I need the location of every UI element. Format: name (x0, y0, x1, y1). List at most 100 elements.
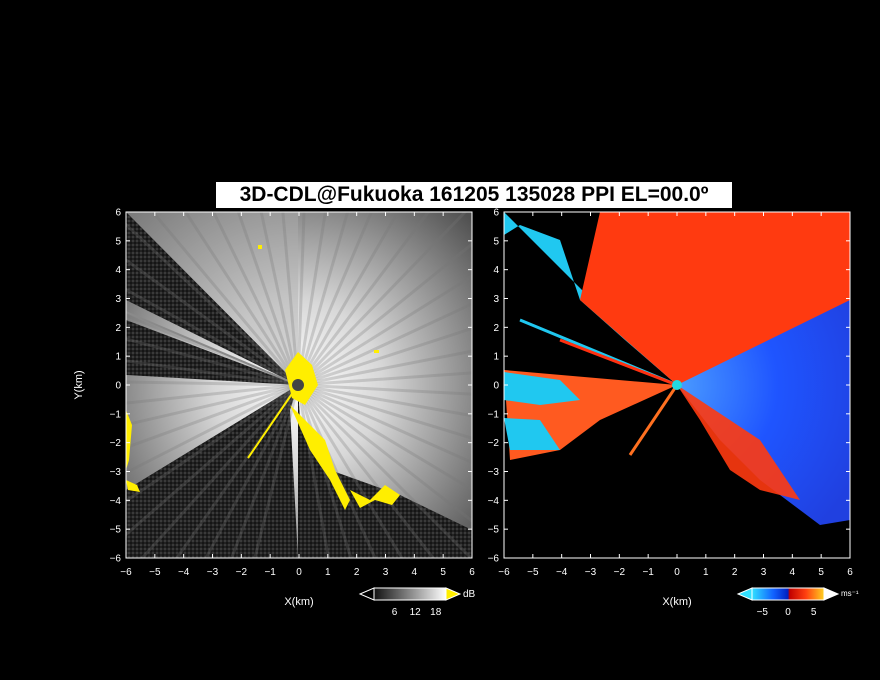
left-beam-ray (297, 383, 472, 492)
left-xtick-label: 0 (296, 567, 302, 578)
left-beam-ray (126, 383, 299, 537)
right-ytick-label: 1 (493, 352, 499, 363)
left-beam-ray (297, 349, 472, 387)
left-beam-ray (281, 212, 300, 386)
left-beam-ray (296, 212, 468, 387)
left-shadow-sector-w (126, 320, 298, 385)
right-ytick-label: 3 (493, 294, 499, 305)
left-ytick-label: −2 (110, 438, 122, 449)
left-beam-ray (296, 384, 404, 558)
left-ytick-label: −1 (110, 409, 122, 420)
left-beam-ray (126, 383, 299, 475)
right-xtick-label: −3 (585, 567, 597, 578)
left-beam-ray (296, 384, 436, 558)
left-ytick-label: −6 (110, 554, 122, 565)
left-flag-center (285, 352, 318, 405)
left-beam-ray (126, 383, 299, 405)
left-beam-ray (126, 383, 299, 503)
right-colorbar-tick-label: −5 (757, 607, 769, 618)
left-beam-ray (204, 384, 300, 558)
left-beam-ray (126, 258, 299, 387)
left-xtick-label: 2 (354, 567, 360, 578)
left-beam-ray (297, 383, 472, 465)
right-xtick-label: −6 (498, 567, 510, 578)
left-xaxis-title: X(km) (284, 596, 313, 608)
left-beam-ray (259, 212, 300, 386)
left-ytick-label: 2 (115, 323, 121, 334)
right-radar-site (672, 380, 682, 390)
left-xtick-label: −2 (236, 567, 248, 578)
right-xtick-label: 2 (732, 567, 738, 578)
left-beam-ray (150, 212, 300, 386)
left-beam-ray (297, 242, 472, 387)
right-ytick-label: 4 (493, 265, 499, 276)
right-xtick-label: −5 (527, 567, 539, 578)
chart-title: 3D-CDL@Fukuoka 161205 135028 PPI EL=00.0… (215, 181, 733, 209)
right-colorbar-tick-label: 5 (811, 607, 817, 618)
right-beam-ray (628, 384, 679, 456)
right-colorbar-over-arrow (823, 587, 840, 601)
left-ytick-label: −4 (110, 496, 122, 507)
left-beam-ray (297, 371, 472, 387)
right-field-southwest-cyan (504, 418, 560, 450)
left-ytick-label: 5 (115, 236, 121, 247)
right-colorbar-ticks: −5 0 5 (757, 607, 817, 618)
left-beam-ray (296, 212, 350, 386)
left-beam-ray (126, 380, 299, 387)
left-radar-site (292, 379, 304, 391)
left-beam-ray (297, 383, 472, 418)
left-xtick-label: −6 (120, 567, 132, 578)
left-beam-ray (126, 311, 299, 386)
left-beam-ray (297, 274, 472, 387)
left-xtick-label: −5 (149, 567, 161, 578)
left-beam-ray (296, 212, 400, 386)
right-colorbar: ms⁻¹ −5 0 5 (736, 587, 859, 618)
right-colorbar-under-arrow (736, 587, 753, 601)
right-colorbar-unit: ms⁻¹ (841, 589, 859, 598)
left-colorbar: dB 6 12 18 (358, 587, 476, 618)
right-xaxis-title: X(km) (662, 596, 691, 608)
left-beam-ray (297, 383, 472, 396)
left-shadow-sector-s (298, 385, 472, 558)
left-colorbar-tick-label: 12 (410, 607, 422, 618)
left-beam-ray (140, 383, 300, 558)
right-beam-rays (519, 318, 679, 456)
right-colorbar-tick-label: 0 (785, 607, 791, 618)
left-yaxis-title: Y(km) (73, 370, 85, 399)
right-ytick-label: −5 (488, 525, 500, 536)
left-ytick-label: 6 (115, 208, 121, 219)
left-colorbar-bar (373, 587, 447, 601)
left-panel-field (126, 212, 472, 558)
right-xtick-label: 6 (847, 567, 853, 578)
left-shadow-sector-nw (126, 212, 298, 385)
right-ytick-label: 0 (493, 381, 499, 392)
right-xtick-label: −1 (642, 567, 654, 578)
left-flag-regions (126, 245, 400, 510)
left-beam-ray (126, 337, 299, 387)
left-xtick-label: −1 (264, 567, 276, 578)
right-field-west-cyan (504, 372, 580, 405)
left-colorbar-unit: dB (463, 589, 476, 600)
left-xtick-label: −3 (207, 567, 219, 578)
left-flag-speck (258, 245, 262, 249)
right-xtick-label: 0 (674, 567, 680, 578)
left-flag-west-edge (126, 410, 132, 470)
right-field-southeast-red (677, 385, 800, 500)
left-beam-ray (126, 222, 300, 387)
left-beam-ray (296, 212, 431, 386)
left-beam-ray (126, 383, 299, 427)
left-beam-ray (236, 212, 300, 386)
left-colorbar-tick-label: 6 (392, 607, 398, 618)
left-ytick-label: 3 (115, 294, 121, 305)
left-xtick-label: 6 (469, 567, 475, 578)
left-beam-ray (296, 383, 472, 558)
left-ytick-label: 1 (115, 352, 121, 363)
left-colorbar-ticks: 6 12 18 (392, 607, 442, 618)
left-ytick-label: 4 (115, 265, 121, 276)
right-field-east-blue (677, 300, 850, 525)
right-xtick-label: 1 (703, 567, 709, 578)
left-flag-west-edge-2 (126, 480, 140, 492)
left-shadow-sector-sw (126, 385, 298, 558)
left-beam-ray (296, 212, 306, 386)
